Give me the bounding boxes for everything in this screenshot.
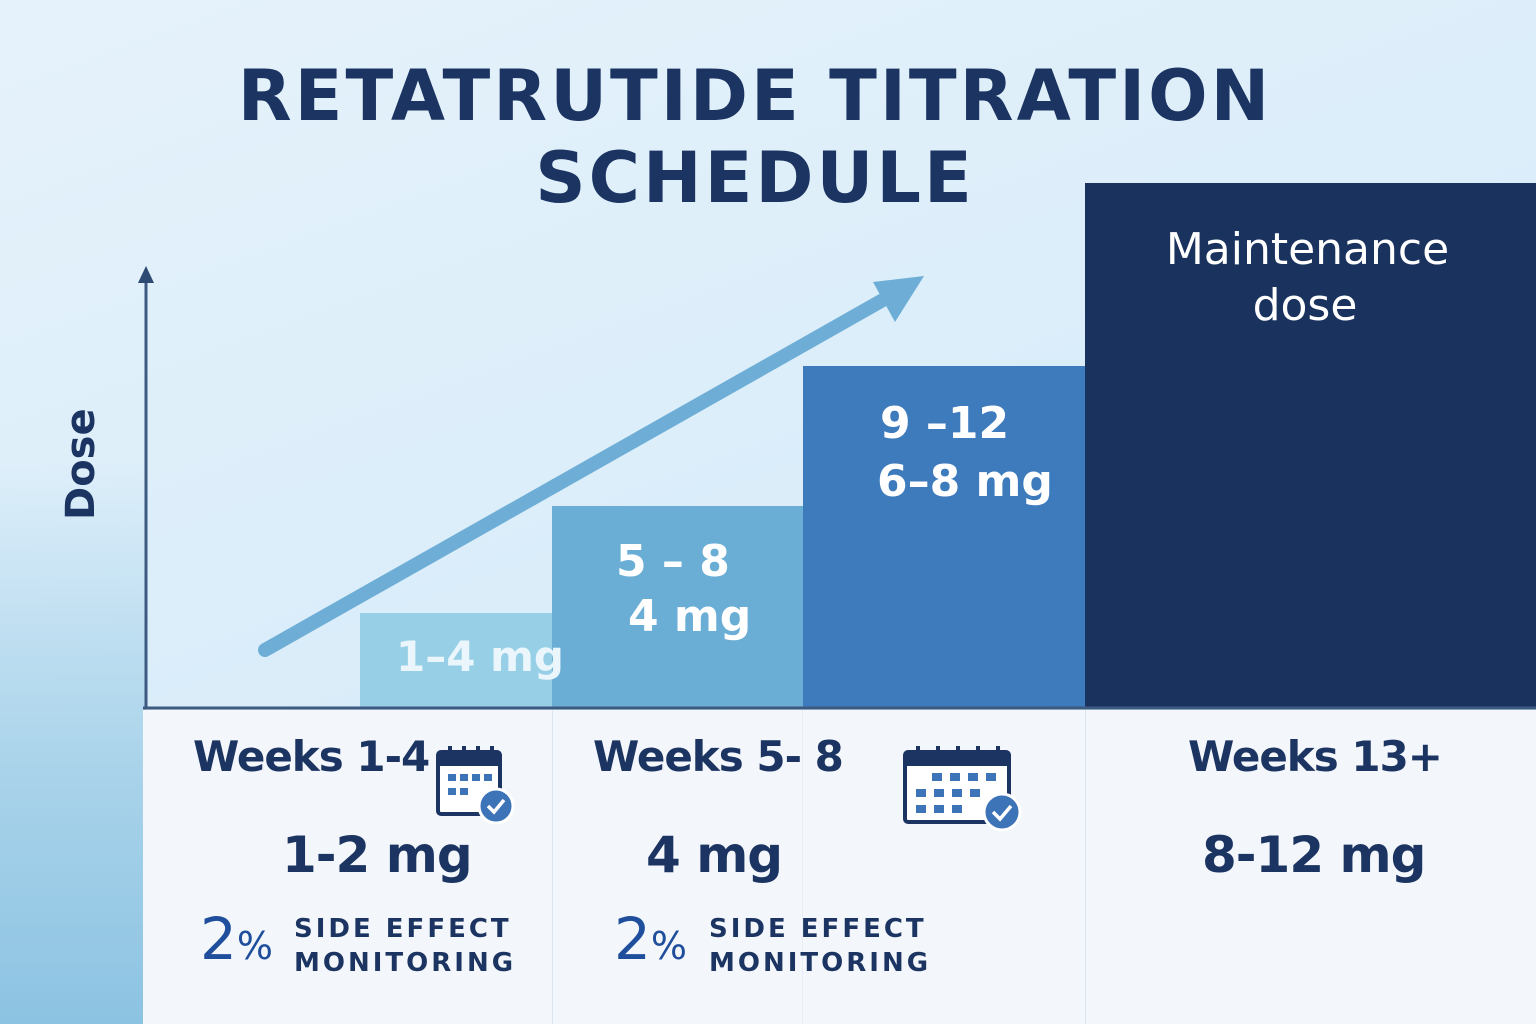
bar-weeks-13-plus [1085,183,1536,708]
bar-label: Maintenance [1165,224,1450,275]
dose-value: 1-2 mg [282,826,473,884]
percent-sign: % [236,924,274,968]
bar-label: 5 – 8 [616,536,730,587]
note-line-2: MONITORING [709,948,932,978]
trend-arrow-head-icon [873,276,924,322]
bottom-panel [143,710,1536,1024]
dose-value: 4 mg [646,826,783,884]
bar-label: 9 –12 [880,398,1010,449]
trend-arrow-shaft [258,289,897,657]
bar-weeks-5-8 [552,506,803,708]
note-line-1: SIDE EFFECT [709,914,927,944]
bar-weeks-9-12 [803,366,1085,708]
column-divider [802,710,803,1024]
side-effect-note: SIDE EFFECT MONITORING [709,912,931,980]
y-axis-arrowhead-icon [138,266,154,283]
bar-weeks-1-4 [360,613,552,708]
title-line-2: SCHEDULE [535,137,975,219]
bar-label: dose [1252,280,1358,331]
note-line-1: SIDE EFFECT [294,914,512,944]
dose-value: 8-12 mg [1202,826,1426,884]
bar-label: 4 mg [628,591,752,642]
bar-label: 6–8 mg [877,456,1053,507]
side-effect-percent: 2% [614,905,687,973]
weeks-label: Weeks 13+ [1188,732,1443,781]
calendar-check-icon [903,746,1022,832]
side-effect-percent: 2% [200,905,273,973]
y-axis-label: Dose [58,408,104,520]
note-line-2: MONITORING [294,948,517,978]
percent-value: 2 [614,905,651,973]
column-divider [552,710,553,1024]
column-divider [1085,710,1086,1024]
weeks-label: Weeks 1-4 [193,732,430,781]
left-gradient-strip [0,0,146,1024]
percent-sign: % [650,924,688,968]
percent-value: 2 [200,905,237,973]
title-line-1: RETATRUTIDE TITRATION [237,55,1273,137]
side-effect-note: SIDE EFFECT MONITORING [294,912,516,980]
weeks-label: Weeks 5- 8 [593,732,844,781]
bar-label: 1–4 mg [396,632,564,681]
calendar-check-icon [436,746,515,824]
